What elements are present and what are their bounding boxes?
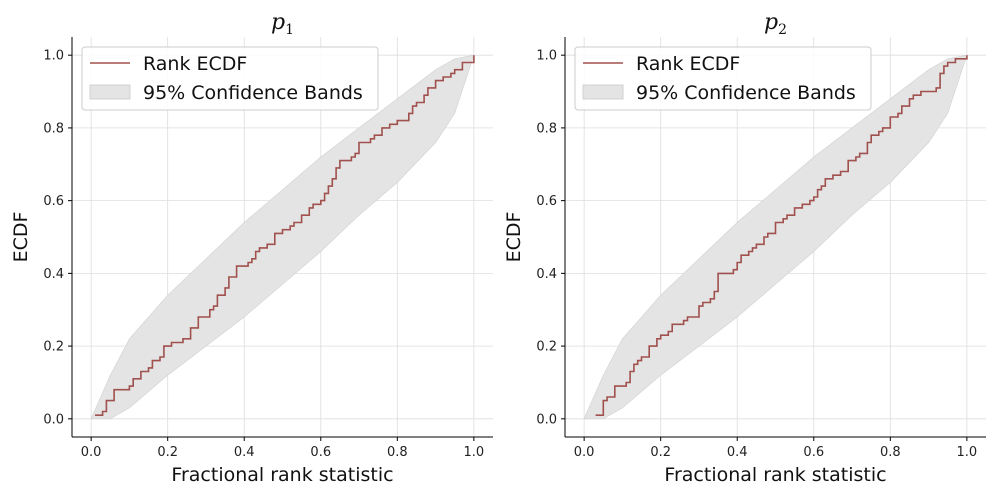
chart-title-subscript: 2 (778, 22, 787, 38)
y-tick-label: 0.0 (43, 412, 64, 427)
y-tick-label: 1.0 (43, 49, 64, 64)
legend-frame (574, 46, 872, 111)
x-tick-label: 0.2 (157, 445, 178, 460)
ecdf-line (95, 55, 475, 416)
legend-swatch-band (582, 84, 624, 100)
y-tick-label: 1.0 (536, 49, 557, 64)
chart-title: p1 (271, 10, 294, 38)
legend-swatch-band (89, 84, 131, 100)
x-axis-label: Fractional rank statistic (171, 464, 393, 486)
y-tick-label: 0.4 (43, 267, 64, 282)
x-tick-label: 0.4 (727, 445, 748, 460)
y-axis-label: ECDF (10, 212, 32, 263)
x-tick-label: 0.6 (310, 445, 331, 460)
x-axis-label: Fractional rank statistic (664, 464, 886, 486)
x-tick-label: 0.6 (803, 445, 824, 460)
y-tick-label: 0.4 (536, 267, 557, 282)
y-axis-label: ECDF (503, 212, 525, 263)
chart-panel-1: 0.0 0.2 0.4 0.6 0.8 1.0 0.0 0.2 0.4 0.6 0.8 1.0 Frac… (10, 10, 493, 486)
x-tick-label: 0.4 (234, 445, 255, 460)
y-tick-label: 0.2 (536, 340, 557, 355)
chart-title-main: p (271, 10, 285, 35)
legend-label-ecdf: Rank ECDF (143, 53, 247, 75)
y-tick-label: 0.6 (43, 194, 64, 209)
y-tick-label: 0.8 (536, 121, 557, 136)
y-tick-label: 0.8 (43, 121, 64, 136)
ecdf-line (595, 55, 968, 416)
x-tick-label: 0.8 (880, 445, 901, 460)
x-tick-label: 0.0 (574, 445, 595, 460)
x-tick-label: 0.0 (81, 445, 102, 460)
chart-panel-2: 0.0 0.2 0.4 0.6 0.8 1.0 0.0 0.2 0.4 0.6 0.8 1.0 Frac… (503, 10, 986, 486)
legend-frame (81, 46, 379, 111)
legend-label-ecdf: Rank ECDF (636, 53, 740, 75)
y-tick-label: 0.6 (536, 194, 557, 209)
chart-title-main: p (764, 10, 778, 35)
legend: Rank ECDF 95% Confidence Bands (574, 46, 872, 111)
chart-title: p2 (764, 10, 787, 38)
y-tick-label: 0.2 (43, 340, 64, 355)
x-tick-label: 0.2 (650, 445, 671, 460)
x-tick-label: 1.0 (464, 445, 485, 460)
legend-label-band: 95% Confidence Bands (636, 82, 856, 104)
x-tick-label: 0.8 (387, 445, 408, 460)
y-tick-label: 0.0 (536, 412, 557, 427)
legend-label-band: 95% Confidence Bands (143, 82, 363, 104)
chart-title-subscript: 1 (285, 22, 294, 38)
legend: Rank ECDF 95% Confidence Bands (81, 46, 379, 111)
x-tick-label: 1.0 (957, 445, 978, 460)
